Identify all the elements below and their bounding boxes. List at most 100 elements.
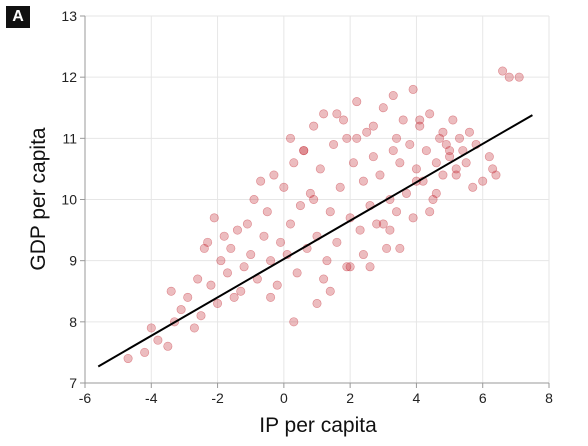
- data-point: [176, 305, 186, 315]
- data-point: [285, 133, 295, 143]
- data-point: [428, 195, 438, 205]
- data-point: [123, 354, 133, 364]
- data-point: [425, 109, 435, 119]
- data-point: [239, 262, 249, 272]
- data-point: [256, 176, 266, 186]
- data-point: [332, 109, 342, 119]
- data-point: [262, 207, 272, 217]
- data-point: [382, 243, 392, 253]
- y-tick-label: 8: [69, 314, 77, 330]
- data-point: [468, 182, 478, 192]
- data-point: [242, 219, 252, 229]
- y-tick-label: 7: [69, 375, 77, 391]
- data-point: [322, 256, 332, 266]
- data-point: [206, 280, 216, 290]
- x-tick-label: 0: [280, 390, 288, 406]
- data-point: [445, 146, 455, 156]
- data-point: [478, 176, 488, 186]
- y-tick-label: 9: [69, 253, 77, 269]
- data-point: [223, 268, 233, 278]
- data-point: [448, 115, 458, 125]
- data-point: [269, 170, 279, 180]
- data-point: [461, 158, 471, 168]
- x-tick-label: 6: [479, 390, 487, 406]
- data-point: [153, 335, 163, 345]
- data-point: [325, 207, 335, 217]
- data-point: [484, 152, 494, 162]
- data-point: [431, 158, 441, 168]
- data-point: [315, 164, 325, 174]
- data-point: [498, 66, 508, 76]
- data-point: [285, 219, 295, 229]
- panel-label: A: [6, 6, 30, 28]
- data-point: [305, 188, 315, 198]
- data-point: [455, 133, 465, 143]
- data-point: [395, 243, 405, 253]
- data-point: [392, 133, 402, 143]
- data-point: [266, 292, 276, 302]
- data-point: [289, 158, 299, 168]
- data-point: [435, 133, 445, 143]
- data-point: [388, 91, 398, 101]
- data-point: [289, 317, 299, 327]
- data-point: [415, 115, 425, 125]
- data-point: [339, 115, 349, 125]
- data-point: [276, 237, 286, 247]
- data-point: [425, 207, 435, 217]
- data-point: [166, 286, 176, 296]
- data-point: [295, 201, 305, 211]
- x-tick-label: -6: [79, 390, 92, 406]
- data-point: [146, 323, 156, 333]
- data-point: [358, 176, 368, 186]
- data-point: [441, 139, 451, 149]
- data-point: [514, 72, 524, 82]
- data-point: [378, 219, 388, 229]
- data-point: [309, 121, 319, 131]
- data-point: [279, 182, 289, 192]
- data-point: [375, 170, 385, 180]
- data-point: [392, 207, 402, 217]
- data-point: [388, 146, 398, 156]
- data-point: [445, 152, 455, 162]
- data-point: [415, 121, 425, 131]
- data-point: [229, 292, 239, 302]
- data-point: [236, 286, 246, 296]
- data-point: [335, 182, 345, 192]
- data-point: [319, 109, 329, 119]
- fit-line: [97, 114, 533, 368]
- data-point: [431, 188, 441, 198]
- data-point: [488, 164, 498, 174]
- data-point: [259, 231, 269, 241]
- data-point: [163, 341, 173, 351]
- data-point: [140, 347, 150, 357]
- data-point: [292, 268, 302, 278]
- data-point: [226, 243, 236, 253]
- data-point: [232, 225, 242, 235]
- data-point: [421, 146, 431, 156]
- fit-line-group: [97, 114, 533, 368]
- data-point: [203, 237, 213, 247]
- data-point: [362, 127, 372, 137]
- data-point: [312, 298, 322, 308]
- x-tick-label: 4: [413, 390, 421, 406]
- data-point: [345, 262, 355, 272]
- data-point: [464, 127, 474, 137]
- data-point: [219, 231, 229, 241]
- data-point: [451, 170, 461, 180]
- data-point: [378, 103, 388, 113]
- data-point: [398, 115, 408, 125]
- data-point: [196, 311, 206, 321]
- data-point: [365, 262, 375, 272]
- data-point: [213, 298, 223, 308]
- data-point: [352, 133, 362, 143]
- data-point: [504, 72, 514, 82]
- data-point: [395, 158, 405, 168]
- data-point: [189, 323, 199, 333]
- data-point: [266, 256, 276, 266]
- data-point: [299, 146, 309, 156]
- data-point: [401, 188, 411, 198]
- data-point: [411, 164, 421, 174]
- data-point: [249, 195, 259, 205]
- x-tick-label: 8: [545, 390, 553, 406]
- x-axis-label: IP per capita: [259, 414, 377, 437]
